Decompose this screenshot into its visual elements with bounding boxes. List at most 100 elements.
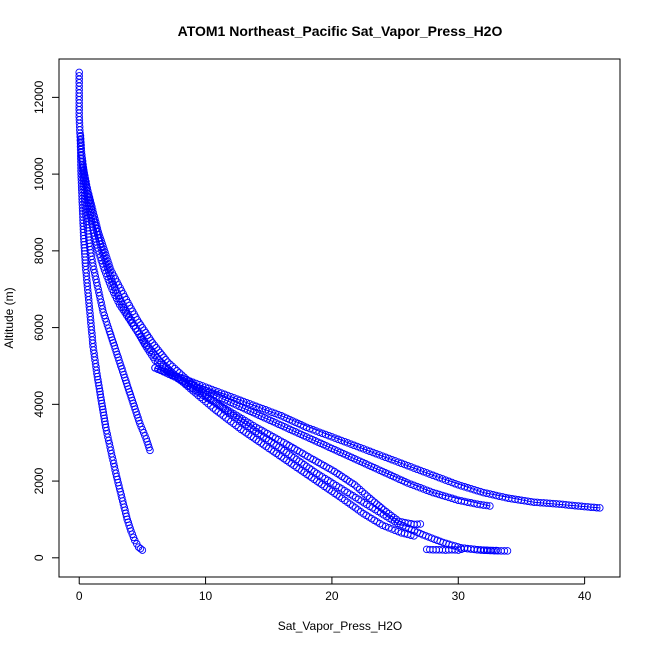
- data-point: [214, 400, 222, 409]
- data-point: [100, 414, 109, 423]
- data-point: [410, 464, 418, 472]
- data-point: [96, 390, 105, 399]
- data-point: [318, 480, 326, 489]
- data-point: [334, 435, 342, 444]
- data-point: [154, 346, 162, 354]
- data-point: [249, 426, 258, 434]
- data-point: [321, 430, 330, 439]
- data-point: [264, 407, 273, 415]
- data-point: [413, 520, 421, 528]
- data-point: [234, 423, 243, 432]
- data-point: [356, 443, 365, 452]
- data-point: [239, 427, 248, 435]
- data-point: [234, 415, 243, 424]
- data-point: [287, 460, 296, 468]
- data-point: [79, 225, 88, 234]
- y-tick-label: 10000: [32, 157, 46, 191]
- data-point: [492, 546, 500, 555]
- data-point: [445, 477, 453, 486]
- data-point: [262, 434, 270, 443]
- data-point: [312, 427, 320, 435]
- data-point: [419, 467, 428, 476]
- plot-frame: [58, 58, 621, 578]
- data-point: [101, 417, 109, 426]
- data-point: [441, 476, 450, 484]
- data-point: [302, 423, 311, 432]
- y-tick-label: 0: [32, 554, 46, 561]
- data-point: [584, 503, 592, 511]
- data-point: [95, 381, 103, 390]
- data-point: [98, 399, 106, 408]
- data-point: [285, 458, 293, 466]
- data-point: [160, 353, 168, 362]
- data-point: [313, 477, 321, 485]
- data-point: [93, 372, 102, 381]
- data-point: [500, 547, 509, 555]
- data-point: [252, 427, 260, 436]
- data-point: [147, 336, 155, 345]
- data-point: [257, 439, 265, 447]
- data-point: [99, 405, 107, 414]
- chart-title: ATOM1 Northeast_Pacific Sat_Vapor_Press_…: [178, 23, 503, 39]
- data-point: [143, 331, 152, 340]
- data-point: [80, 234, 88, 243]
- data-point: [94, 378, 103, 387]
- data-point: [285, 450, 293, 458]
- y-tick-label: 12000: [32, 80, 46, 114]
- data-point: [277, 453, 286, 461]
- data-point: [257, 431, 265, 439]
- data-point: [403, 479, 412, 487]
- data-point: [503, 547, 512, 555]
- data-point: [267, 446, 276, 454]
- x-tick-label: 10: [199, 589, 213, 603]
- data-point: [146, 446, 154, 455]
- data-point: [229, 412, 238, 420]
- data-point: [343, 439, 352, 447]
- data-point: [363, 492, 372, 500]
- data-point: [328, 433, 336, 441]
- data-point: [340, 474, 349, 482]
- data-point: [388, 455, 396, 464]
- data-point: [224, 408, 233, 416]
- data-point: [156, 348, 164, 357]
- data-point: [219, 404, 228, 412]
- data-point: [596, 504, 604, 512]
- data-point: [593, 503, 601, 512]
- data-point: [306, 424, 314, 433]
- data-point: [252, 435, 260, 444]
- data-point: [489, 546, 497, 555]
- data-point: [249, 401, 257, 409]
- data-point: [227, 410, 235, 418]
- data-point: [275, 443, 283, 451]
- data-point: [275, 451, 283, 459]
- data-point: [277, 445, 286, 453]
- data-point: [162, 355, 170, 364]
- data-point: [252, 402, 260, 411]
- x-tick-label: 0: [76, 589, 83, 603]
- y-tick-label: 6000: [32, 314, 46, 341]
- data-point: [270, 447, 278, 456]
- data-point: [318, 429, 327, 438]
- data-point: [259, 441, 268, 449]
- data-point: [353, 483, 361, 491]
- data-point: [381, 453, 390, 462]
- data-point: [79, 231, 88, 240]
- data-point: [350, 441, 358, 450]
- data-point: [94, 375, 102, 384]
- data-point: [390, 513, 398, 522]
- data-point: [429, 471, 437, 480]
- data-point: [305, 464, 313, 472]
- data-point: [242, 428, 250, 437]
- data-point: [295, 457, 303, 465]
- data-point: [366, 494, 374, 503]
- data-point: [255, 403, 264, 412]
- data-points: [75, 68, 604, 555]
- data-point: [297, 459, 306, 467]
- data-point: [236, 396, 245, 405]
- data-point: [249, 434, 258, 442]
- data-point: [127, 527, 135, 535]
- series-line: [154, 367, 600, 509]
- data-point: [98, 402, 107, 411]
- data-point: [587, 503, 595, 511]
